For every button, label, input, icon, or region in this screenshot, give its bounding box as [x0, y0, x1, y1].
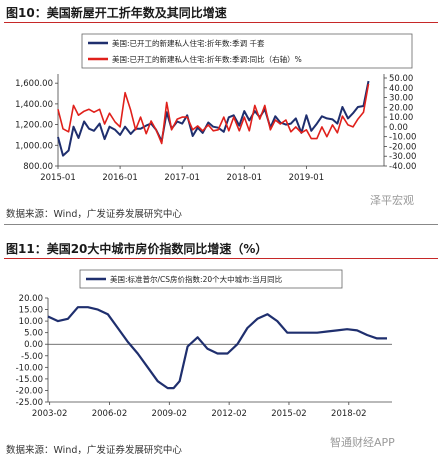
x-tick-label: 2018-01	[227, 173, 263, 183]
y-left-tick-label: 1,600.00	[15, 79, 53, 89]
y-right-tick-label: -10.00	[389, 133, 416, 143]
housing-starts-chart: 美国:已开工的新建私人住宅:折年数:季调 千套 美国:已开工的新建私人住宅:折年…	[15, 33, 416, 183]
figure-10-title-bar: 图10：美国新屋开工折年数及其同比增速	[4, 2, 438, 23]
series-line-starts	[57, 80, 370, 157]
figure-10: 图10：美国新屋开工折年数及其同比增速 美国:已开工的新建私人住宅:折年数:季调…	[4, 2, 438, 225]
y-left-tick-label: 1,400.00	[15, 100, 53, 110]
y-tick-label: -5.00	[21, 352, 43, 362]
figure-10-bottom-rule	[4, 224, 438, 225]
x-tick-label: 2006-02	[92, 409, 128, 419]
series-line-yoy	[57, 83, 370, 145]
case-shiller-chart: 美国:标准普尔/CS房价指数:20个大中城市:当月同比 -25.00 -20.00…	[16, 269, 392, 419]
y-right-tick-label: 0.00	[389, 123, 408, 133]
legend-box	[81, 33, 413, 69]
x-tick-label: 2017-01	[164, 173, 200, 183]
figure-11-title: 图11：美国20大中城市房价指数同比增速（%）	[6, 242, 268, 256]
figure-10-source: 数据来源：Wind，广发证券发展研究中心	[6, 209, 182, 220]
figure-11: 图11：美国20大中城市房价指数同比增速（%） 美国:标准普尔/CS房价指数:2…	[0, 236, 442, 460]
legend-label-yoy: 美国:已开工的新建私人住宅:折年数:季调:同比（右轴）%	[112, 54, 302, 64]
y-right-tick-label: 50.00	[389, 74, 413, 84]
y-right-tick-label: -30.00	[389, 152, 416, 162]
y-left-tick-label: 1,000.00	[15, 141, 53, 151]
y-right-tick-label: 10.00	[389, 113, 413, 123]
y-right-tick-label: -20.00	[389, 142, 416, 152]
x-tick-label: 2018-02	[331, 409, 367, 419]
watermark-zepinghongguan: 泽平宏观	[370, 194, 414, 207]
x-tick-label: 2019-01	[289, 173, 325, 183]
x-tick-label: 2003-02	[32, 409, 68, 419]
y-right-tick-label: -40.00	[389, 162, 416, 172]
figure-10-title: 图10：美国新屋开工折年数及其同比增速	[6, 6, 227, 20]
series-line-cs20	[47, 306, 387, 390]
x-tick-label: 2015-02	[271, 409, 307, 419]
y-left-tick-label: 1,200.00	[15, 121, 53, 131]
figure-11-source: 数据来源：Wind，广发证券发展研究中心	[6, 445, 182, 456]
y-tick-label: 5.00	[24, 329, 43, 339]
y-tick-label: -15.00	[16, 375, 43, 385]
y-tick-label: -20.00	[16, 386, 43, 396]
y-tick-label: 20.00	[19, 294, 43, 304]
x-tick-label: 2012-02	[211, 409, 247, 419]
legend-box	[79, 269, 343, 289]
watermark-zhitong: 智通财经APP	[330, 436, 395, 449]
y-tick-label: 15.00	[19, 306, 43, 316]
y-tick-label: 10.00	[19, 317, 43, 327]
x-tick-label: 2015-01	[40, 173, 76, 183]
legend-label-cs20: 美国:标准普尔/CS房价指数:20个大中城市:当月同比	[110, 274, 283, 284]
y-left-tick-label: 800.00	[23, 162, 53, 172]
x-tick-label: 2016-01	[102, 173, 138, 183]
y-tick-label: -10.00	[16, 363, 43, 373]
figure-11-title-bar: 图11：美国20大中城市房价指数同比增速（%）	[4, 238, 438, 259]
y-right-tick-label: 30.00	[389, 94, 413, 104]
y-tick-label: 0.00	[24, 340, 43, 350]
y-right-tick-label: 40.00	[389, 84, 413, 94]
y-right-tick-label: 20.00	[389, 103, 413, 113]
y-tick-label: -25.00	[16, 398, 43, 408]
legend-label-starts: 美国:已开工的新建私人住宅:折年数:季调 千套	[112, 38, 265, 48]
x-tick-label: 2009-02	[152, 409, 188, 419]
